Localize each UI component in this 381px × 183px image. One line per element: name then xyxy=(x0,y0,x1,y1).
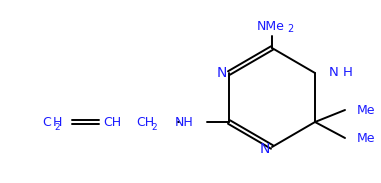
Text: CH: CH xyxy=(136,115,154,128)
Text: 2: 2 xyxy=(151,124,157,132)
Text: Me: Me xyxy=(357,104,376,117)
Text: C: C xyxy=(42,115,51,128)
Text: H: H xyxy=(53,115,62,128)
Text: N: N xyxy=(260,142,270,156)
Text: N H: N H xyxy=(329,66,353,79)
Text: NH: NH xyxy=(174,115,193,128)
Text: N: N xyxy=(217,66,227,80)
Text: Me: Me xyxy=(357,132,376,145)
Text: 2: 2 xyxy=(54,124,60,132)
Text: NMe: NMe xyxy=(257,20,285,33)
Text: 2: 2 xyxy=(287,24,293,34)
Text: CH: CH xyxy=(103,115,121,128)
